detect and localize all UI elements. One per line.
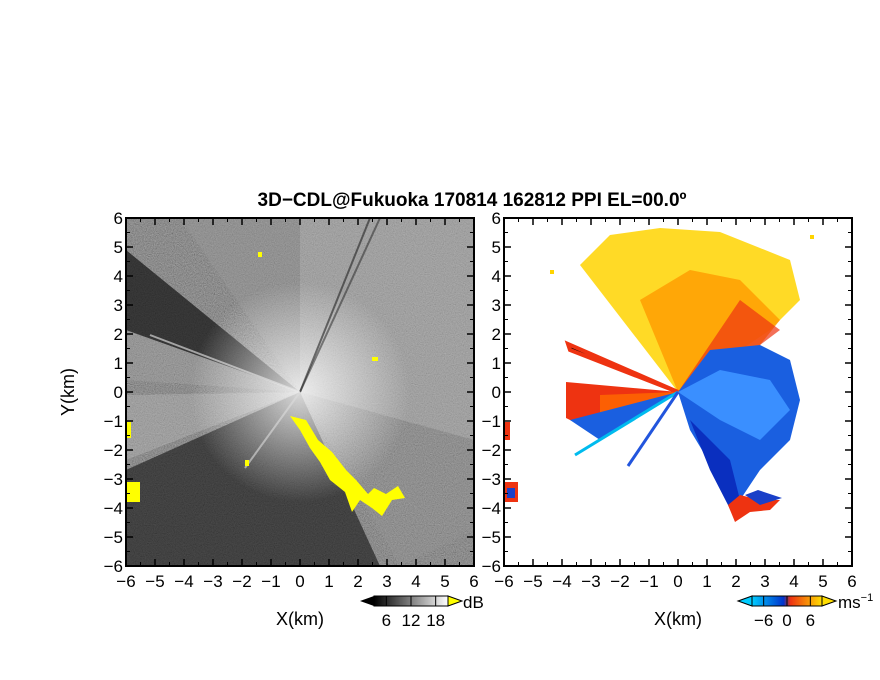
x-tick-label: −3 [581, 572, 600, 591]
x-tick-label: 1 [324, 572, 333, 591]
velocity-colorbar: −6 0 6 ms−1 [736, 592, 873, 630]
x-tick-label: −4 [174, 572, 193, 591]
figure-title: 3D−CDL@Fukuoka 170814 162812 PPI EL=00.0… [258, 190, 687, 211]
velocity-colorbar-unit: ms−1 [838, 592, 873, 612]
x-tick-label: −6 [116, 572, 135, 591]
velocity-x-label: X(km) [654, 609, 702, 629]
y-tick-label: 4 [114, 267, 123, 286]
colorbar-tick-label: 6 [382, 611, 391, 630]
y-tick-label: −2 [482, 441, 501, 460]
x-tick-label: −3 [203, 572, 222, 591]
x-tick-label: 5 [440, 572, 449, 591]
x-tick-label: 2 [731, 572, 740, 591]
y-tick-label: −5 [104, 528, 123, 547]
reflectivity-colorbar: 6 12 18 dB [360, 593, 484, 630]
colorbar-tick-label: 18 [426, 611, 445, 630]
y-tick-label: 6 [114, 209, 123, 228]
y-tick-label: −2 [104, 441, 123, 460]
y-tick-label: 3 [492, 296, 501, 315]
y-tick-label: 4 [492, 267, 501, 286]
x-tick-label: 2 [353, 572, 362, 591]
x-tick-label: −2 [232, 572, 251, 591]
y-tick-label: 0 [492, 383, 501, 402]
y-tick-label: −4 [104, 499, 123, 518]
x-tick-label: 4 [411, 572, 420, 591]
x-tick-label: 3 [382, 572, 391, 591]
reflectivity-y-label: Y(km) [58, 368, 78, 416]
y-tick-label: 5 [492, 238, 501, 257]
y-tick-label: 6 [492, 209, 501, 228]
y-tick-label: −3 [104, 470, 123, 489]
y-tick-label: −1 [104, 412, 123, 431]
y-tick-label: 2 [492, 325, 501, 344]
reflectivity-x-label: X(km) [276, 609, 324, 629]
x-tick-label: 6 [469, 572, 478, 591]
y-tick-label: 2 [114, 325, 123, 344]
x-tick-label: −6 [494, 572, 513, 591]
y-tick-label: 1 [492, 354, 501, 373]
velocity-field [504, 228, 814, 522]
colorbar-tick-label: 6 [806, 611, 815, 630]
x-tick-label: 6 [847, 572, 856, 591]
y-tick-label: −6 [104, 557, 123, 576]
x-tick-label: 4 [789, 572, 798, 591]
colorbar-tick-label: 12 [402, 611, 421, 630]
x-tick-label: −1 [639, 572, 658, 591]
x-tick-label: 1 [702, 572, 711, 591]
y-tick-label: −6 [482, 557, 501, 576]
velocity-panel: −6 −5 −4 −3 −2 −1 0 1 2 3 4 5 6 −6 −5 −4 −3 −2 −1 0 1 2 3 4 5 6 X… [482, 209, 857, 629]
x-tick-label: 3 [760, 572, 769, 591]
x-tick-label: −5 [523, 572, 542, 591]
reflectivity-field [126, 218, 474, 566]
y-tick-label: 0 [114, 383, 123, 402]
y-tick-label: 5 [114, 238, 123, 257]
y-tick-label: −4 [482, 499, 501, 518]
saturated-echoes [126, 252, 405, 516]
reflectivity-colorbar-unit: dB [463, 593, 484, 612]
y-tick-label: −5 [482, 528, 501, 547]
x-tick-label: −4 [552, 572, 571, 591]
y-tick-label: 3 [114, 296, 123, 315]
y-tick-label: 1 [114, 354, 123, 373]
x-tick-label: −5 [145, 572, 164, 591]
x-tick-label: 0 [295, 572, 304, 591]
x-tick-label: −2 [610, 572, 629, 591]
colorbar-tick-label: −6 [754, 611, 773, 630]
colorbar-tick-label: 0 [782, 611, 791, 630]
x-tick-label: −1 [261, 572, 280, 591]
y-tick-label: −3 [482, 470, 501, 489]
y-tick-label: −1 [482, 412, 501, 431]
x-tick-label: 0 [673, 572, 682, 591]
x-tick-label: 5 [818, 572, 827, 591]
